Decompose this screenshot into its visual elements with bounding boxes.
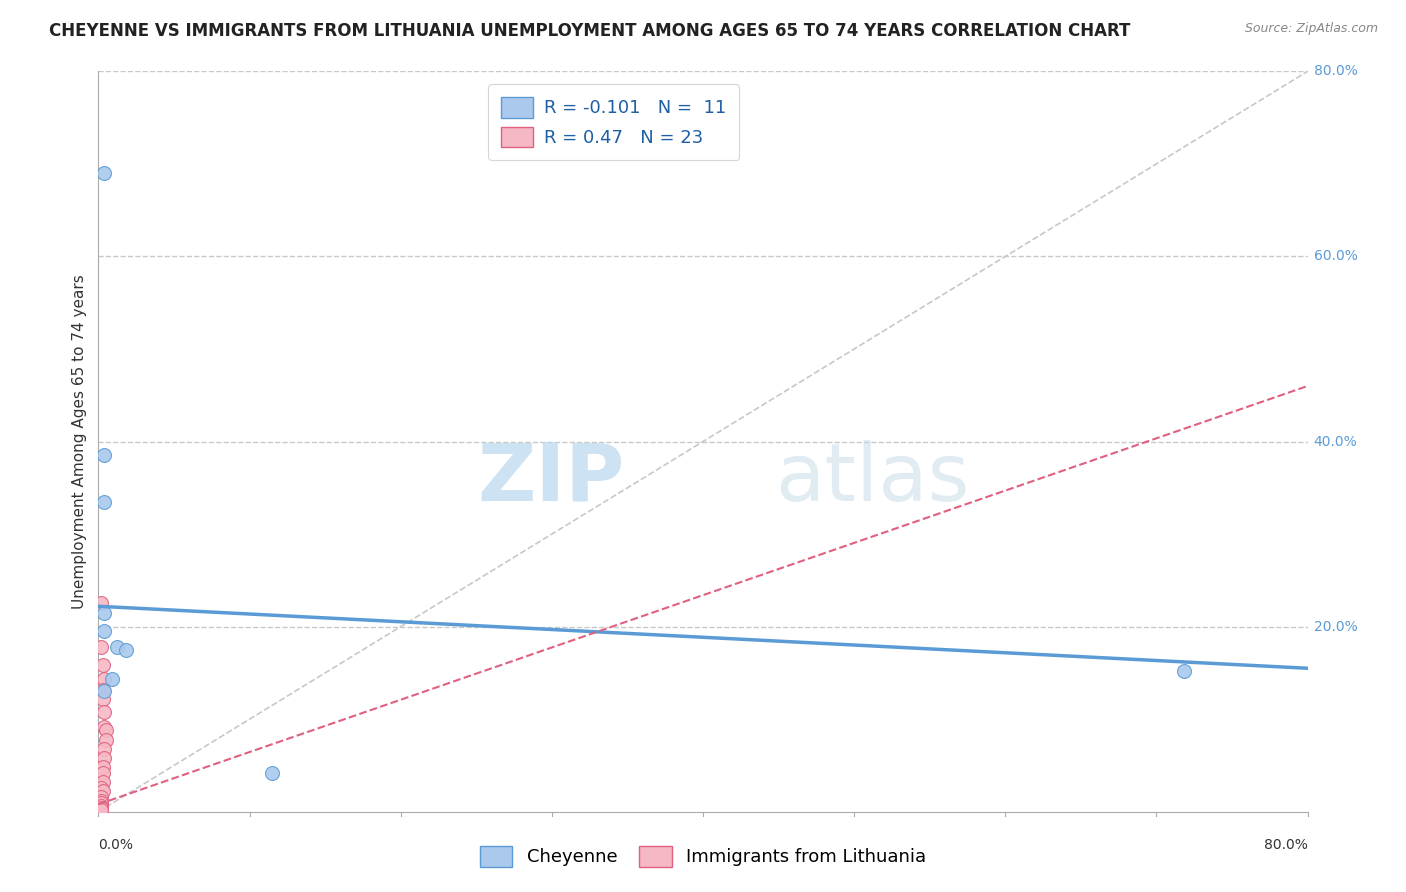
Text: 80.0%: 80.0% [1264, 838, 1308, 852]
Point [90, 801, 112, 815]
Point [90, 797, 112, 811]
Point [1173, 664, 1195, 678]
Point [90, 597, 112, 611]
Text: 60.0%: 60.0% [1313, 250, 1358, 263]
Point [91, 658, 114, 673]
Point [93, 720, 115, 734]
Point [94, 723, 117, 738]
Point [91, 765, 114, 780]
Point [91, 784, 114, 798]
Text: 40.0%: 40.0% [1313, 434, 1357, 449]
Point [93, 741, 115, 756]
Point [90, 789, 112, 804]
Point [93, 673, 115, 687]
Point [91, 760, 114, 774]
Point [91, 682, 114, 697]
Point [90, 799, 112, 814]
Point [262, 765, 284, 780]
Text: atlas: atlas [776, 440, 970, 517]
Point [90, 803, 112, 817]
Point [91, 691, 114, 706]
Text: 20.0%: 20.0% [1313, 620, 1357, 633]
Legend: Cheyenne, Immigrants from Lithuania: Cheyenne, Immigrants from Lithuania [472, 838, 934, 874]
Point [93, 751, 115, 765]
Point [93, 606, 115, 620]
Point [93, 624, 115, 639]
Legend: R = -0.101   N =  11, R = 0.47   N = 23: R = -0.101 N = 11, R = 0.47 N = 23 [488, 84, 740, 160]
Point [90, 640, 112, 654]
Point [90, 780, 112, 795]
Point [93, 494, 115, 508]
Point [93, 166, 115, 180]
Text: Source: ZipAtlas.com: Source: ZipAtlas.com [1244, 22, 1378, 36]
Point [93, 705, 115, 719]
Text: 80.0%: 80.0% [1313, 64, 1358, 78]
Text: CHEYENNE VS IMMIGRANTS FROM LITHUANIA UNEMPLOYMENT AMONG AGES 65 TO 74 YEARS COR: CHEYENNE VS IMMIGRANTS FROM LITHUANIA UN… [49, 22, 1130, 40]
Point [94, 732, 117, 747]
Point [90, 794, 112, 808]
Text: ZIP: ZIP [477, 440, 624, 517]
Point [114, 642, 136, 657]
Point [93, 449, 115, 463]
Point [91, 775, 114, 789]
Y-axis label: Unemployment Among Ages 65 to 74 years: Unemployment Among Ages 65 to 74 years [72, 274, 87, 609]
Point [101, 673, 124, 687]
Text: 0.0%: 0.0% [98, 838, 134, 852]
Point [93, 684, 115, 698]
Point [105, 640, 128, 654]
